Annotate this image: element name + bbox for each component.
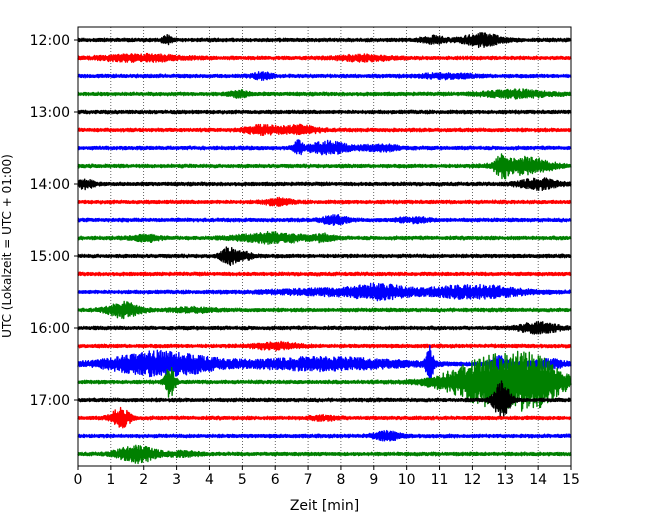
trace-line [77,139,572,156]
trace-line [77,246,572,267]
x-tick-label: 8 [336,472,345,488]
x-tick-label: 0 [74,472,83,488]
trace-line [77,214,572,226]
trace-line [77,429,572,442]
trace-line [77,123,572,137]
y-tick-label: 16:00 [30,321,70,337]
x-tick-label: 15 [562,472,580,488]
x-tick-label: 2 [139,472,148,488]
y-tick-label: 12:00 [30,33,70,49]
y-axis-label: UTC (Lokalzeit = UTC + 01:00) [0,154,14,338]
x-tick-label: 5 [238,472,247,488]
trace-line [77,380,572,418]
seismic-traces [77,32,572,465]
x-tick-label: 7 [304,472,313,488]
trace-line [77,282,572,302]
trace-line [77,444,572,465]
trace-line [77,32,572,49]
trace-line [77,300,572,320]
trace-line [77,350,572,412]
trace-line [77,177,572,192]
x-tick-label: 10 [398,472,416,488]
trace-line [77,320,572,335]
y-tick-label: 14:00 [30,177,70,193]
trace-line [77,230,572,245]
trace-line [77,71,572,82]
x-tick-label: 13 [496,472,514,488]
trace-line [77,88,572,100]
x-tick-label: 4 [205,472,214,488]
plot-frame [77,26,572,467]
trace-line [77,271,572,277]
y-tick-label: 15:00 [30,249,70,265]
x-tick-label: 3 [172,472,181,488]
x-tick-label: 1 [106,472,115,488]
trace-line [77,153,572,180]
x-tick-label: 11 [431,472,449,488]
x-tick-label: 12 [463,472,481,488]
trace-line [77,52,572,63]
x-axis-ticks: 0 1 2 3 4 5 6 7 8 9 10 11 12 13 14 15 [74,466,580,488]
y-axis-ticks: 12:00 13:00 14:00 15:00 16:00 17:00 [30,33,78,409]
x-tick-label: 6 [271,472,280,488]
x-tick-label: 14 [529,472,547,488]
y-tick-label: 17:00 [30,393,70,409]
trace-line [77,340,572,352]
trace-line [77,109,572,115]
trace-line [77,406,572,429]
grid-lines [110,27,539,466]
trace-line [77,196,572,207]
y-tick-label: 13:00 [30,105,70,121]
x-tick-label: 9 [369,472,378,488]
x-axis-label: Zeit [min] [290,498,359,514]
